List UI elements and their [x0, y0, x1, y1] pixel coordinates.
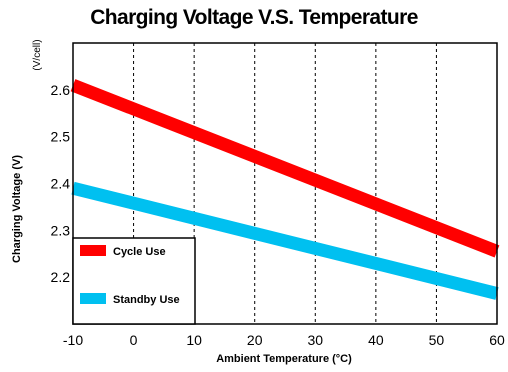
y-tick-label: 2.4 — [51, 176, 71, 192]
x-tick-labels: -10 0 10 20 30 40 50 60 — [63, 332, 505, 348]
y-axis-label: Charging Voltage (V) — [11, 155, 23, 263]
y-axis-unit: (V/cell) — [32, 39, 43, 70]
legend: Cycle Use Standby Use — [72, 237, 196, 325]
x-tick-label: 50 — [429, 332, 445, 348]
x-axis-label: Ambient Temperature (°C) — [216, 353, 352, 365]
legend-swatch-cycle-use — [80, 245, 106, 256]
y-tick-label: 2.3 — [51, 222, 71, 238]
x-tick-label: 30 — [307, 332, 323, 348]
plot-frame — [72, 42, 498, 325]
y-tick-label: 2.6 — [51, 82, 71, 98]
legend-label-cycle-use: Cycle Use — [113, 246, 166, 258]
y-tick-label: 2.5 — [51, 129, 71, 145]
series-line-cycle-use — [70, 79, 500, 258]
x-tick-label: -10 — [63, 332, 83, 348]
y-tick-labels: 2.2 2.3 2.4 2.5 2.6 — [51, 82, 71, 285]
x-tick-label: 60 — [489, 332, 505, 348]
x-tick-label: 10 — [186, 332, 202, 348]
y-tick-label: 2.2 — [51, 269, 71, 285]
x-tick-label: 20 — [247, 332, 263, 348]
x-tick-label: 0 — [130, 332, 138, 348]
series-lines — [70, 79, 500, 300]
x-tick-label: 40 — [368, 332, 384, 348]
series-line-standby-use — [71, 181, 499, 300]
legend-swatch-standby-use — [80, 293, 106, 304]
chart-title: Charging Voltage V.S. Temperature — [90, 6, 418, 29]
legend-label-standby-use: Standby Use — [113, 294, 180, 306]
